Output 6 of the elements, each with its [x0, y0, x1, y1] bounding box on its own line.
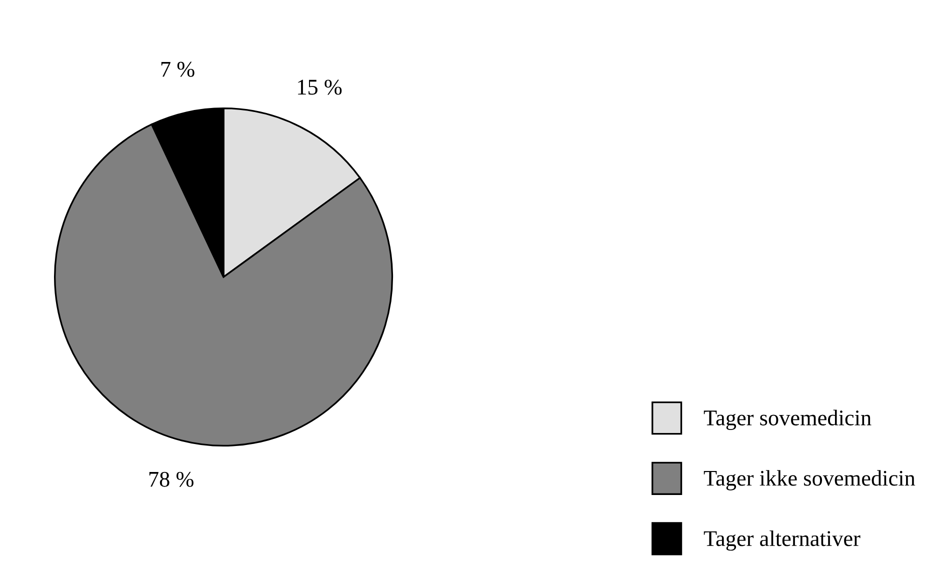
legend-label: Tager ikke sovemedicin [704, 470, 916, 490]
legend-label: Tager sovemedicin [704, 410, 872, 430]
data-label: 15 % [298, 80, 342, 95]
data-label: 7 % [161, 62, 194, 77]
legend-label: Tager alternativer [704, 530, 860, 551]
data-label: 78 % [149, 472, 194, 487]
